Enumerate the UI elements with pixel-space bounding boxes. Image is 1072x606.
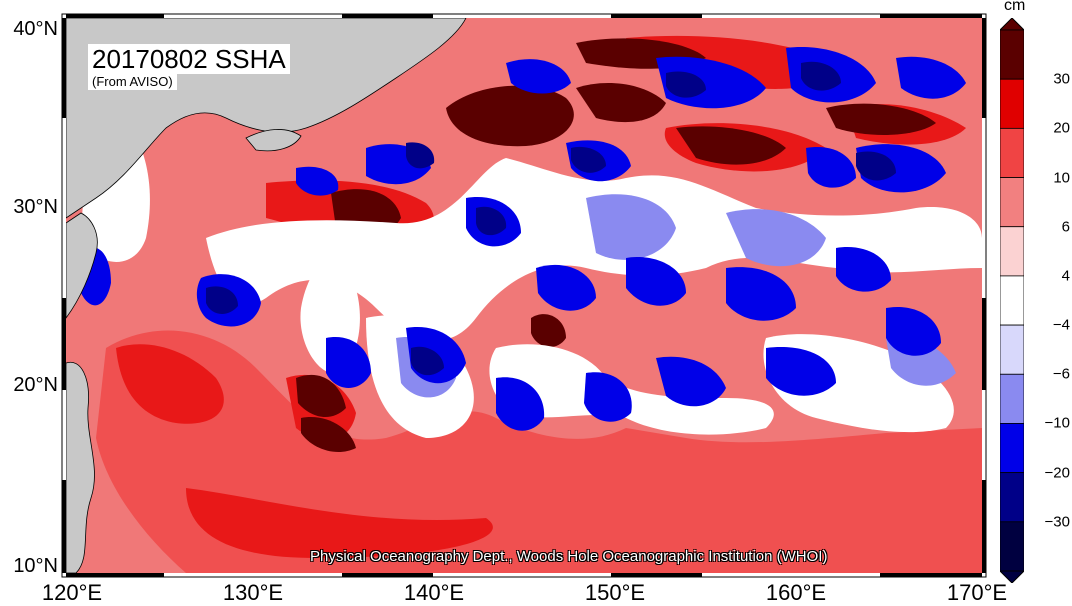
strong-cold-core [206, 286, 238, 314]
strong-cold-core [476, 206, 507, 236]
strong-cold-core [571, 146, 606, 173]
map-title: 20170802 SSHA [88, 44, 290, 74]
colorbar-segment [1000, 29, 1024, 80]
colorbar-tick-label: 4 [1061, 267, 1070, 285]
colorbar-tick-label: −30 [1044, 513, 1070, 531]
colorbar-segment [1000, 127, 1024, 178]
japan-land [245, 129, 302, 152]
warm-eddy [116, 344, 224, 424]
colorbar-tick-label: −20 [1044, 464, 1070, 482]
lon-label-130e: 130°E [222, 580, 284, 605]
strong-cold-core [411, 346, 444, 376]
neutral-anomaly-zone [206, 158, 982, 341]
colorbar-tick-label: 20 [1053, 119, 1070, 137]
colorbar-top-arrow [1000, 18, 1024, 31]
strong-warm-core [296, 374, 346, 418]
philippines-land [66, 361, 95, 573]
cold-eddy [656, 356, 726, 407]
lon-label-150e: 150°E [584, 580, 646, 605]
cold-eddy [326, 337, 371, 388]
lon-label-170e: 170°E [946, 580, 1008, 605]
map-subtitle: (From AVISO) [88, 74, 177, 90]
negative-anomaly-zone [726, 209, 826, 267]
cold-eddy [296, 166, 339, 196]
lat-label-20n: 20°N [13, 374, 58, 396]
colorbar-segment [1000, 324, 1024, 375]
lat-label-10n: 10°N [13, 555, 58, 577]
colorbar-tick-label: 30 [1053, 70, 1070, 88]
colorbar-segment [1000, 521, 1024, 572]
colorbar-unit: cm [1004, 0, 1026, 14]
taiwan-land [66, 212, 98, 319]
cold-eddy [726, 267, 796, 321]
colorbar-segment [1000, 423, 1024, 474]
cold-eddy [626, 257, 686, 306]
cold-eddy [506, 59, 571, 94]
strong-cold-core [406, 142, 435, 169]
credit-line: Physical Oceanography Dept., Woods Hole … [310, 548, 828, 565]
ssha-map [66, 18, 982, 573]
cold-eddy [496, 377, 545, 431]
colorbar-segment [1000, 78, 1024, 129]
cold-eddy [584, 372, 632, 422]
strong-warm-core [676, 126, 786, 165]
lon-label-160e: 160°E [765, 580, 827, 605]
cold-eddy [536, 264, 596, 311]
strong-warm-core [826, 103, 936, 135]
colorbar-segment [1000, 177, 1024, 228]
cold-eddy [766, 347, 836, 396]
colorbar-segment [1000, 472, 1024, 523]
colorbar-segment [1000, 226, 1024, 277]
strong-cold-core [801, 61, 841, 91]
strong-warm-core [301, 417, 356, 453]
cold-eddy [806, 147, 856, 188]
negative-anomaly-zone [586, 194, 676, 260]
colorbar-tick-label: −4 [1052, 316, 1070, 334]
colorbar-segment [1000, 373, 1024, 424]
colorbar-tick-label: −10 [1044, 414, 1070, 432]
strong-warm-core [446, 85, 574, 147]
warm-eddy [186, 488, 493, 558]
strong-warm-core [576, 83, 666, 123]
strong-cold-core [666, 71, 706, 98]
cold-eddy [896, 56, 966, 99]
colorbar-tick-label: −6 [1052, 365, 1070, 383]
colorbar-segment [1000, 275, 1024, 326]
colorbar-tick-label: 6 [1061, 218, 1070, 236]
lon-label-140e: 140°E [403, 580, 465, 605]
cold-eddy [886, 307, 941, 356]
colorbar [1000, 18, 1024, 583]
neutral-anomaly-zone [489, 344, 774, 435]
colorbar-bottom-arrow [1000, 570, 1024, 583]
strong-warm-core [531, 314, 566, 348]
lon-label-120e: 120°E [41, 580, 103, 605]
ssha-map-canvas [66, 18, 982, 573]
lat-label-30n: 30°N [13, 196, 58, 218]
colorbar-tick-label: 10 [1053, 169, 1070, 187]
cold-eddy [836, 247, 891, 292]
strong-cold-core [856, 151, 896, 181]
lat-label-40n: 40°N [13, 18, 58, 40]
